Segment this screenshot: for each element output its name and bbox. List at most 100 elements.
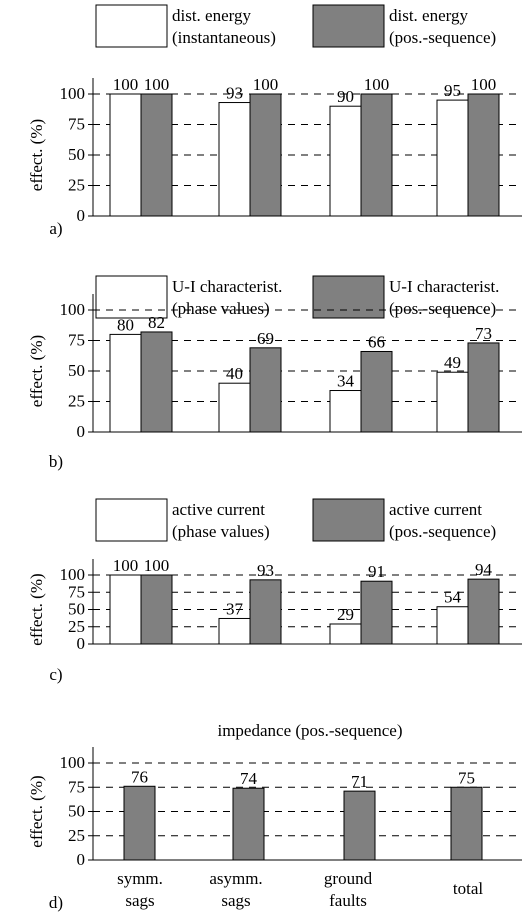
bar <box>467 342 500 433</box>
y-tick-label: 0 <box>77 422 86 441</box>
x-category-label: sags <box>125 891 154 910</box>
y-tick-label: 100 <box>60 753 86 772</box>
y-axis-label: effect. (%) <box>27 335 46 407</box>
bar-value-label: 54 <box>444 588 462 607</box>
bar-value-label: 100 <box>113 75 139 94</box>
y-tick-label: 100 <box>60 300 86 319</box>
bar-value-label: 49 <box>444 353 461 372</box>
x-category-label: faults <box>329 891 367 910</box>
bar-value-label: 40 <box>226 364 243 383</box>
legend-label: (pos.-sequence) <box>389 522 496 541</box>
chart-title: impedance (pos.-sequence) <box>217 721 402 740</box>
bar <box>249 93 282 217</box>
legend-label: (pos.-sequence) <box>389 299 496 318</box>
bar-value-label: 34 <box>337 372 355 391</box>
legend-label: (phase values) <box>172 522 270 541</box>
bar <box>436 99 469 217</box>
legend-label: (pos.-sequence) <box>389 28 496 47</box>
bar <box>450 786 483 861</box>
bar-value-label: 93 <box>257 561 274 580</box>
bar-value-label: 100 <box>364 75 390 94</box>
y-tick-label: 25 <box>68 392 85 411</box>
bar-value-label: 93 <box>226 84 243 103</box>
bar-value-label: 91 <box>368 562 385 581</box>
y-tick-label: 75 <box>68 115 85 134</box>
bar <box>140 93 173 217</box>
bar-value-label: 73 <box>475 324 492 343</box>
y-tick-label: 0 <box>77 634 86 653</box>
bar <box>123 785 156 861</box>
bar-value-label: 100 <box>144 75 170 94</box>
y-tick-label: 75 <box>68 777 85 796</box>
bar-value-label: 29 <box>337 605 354 624</box>
bar <box>109 574 142 645</box>
bar-value-label: 95 <box>444 81 461 100</box>
legend-swatch <box>95 4 168 48</box>
bar <box>329 390 362 433</box>
legend-label: (instantaneous) <box>172 28 276 47</box>
panel-label: d) <box>49 893 63 912</box>
y-tick-label: 75 <box>68 582 85 601</box>
bar <box>232 787 265 861</box>
y-axis-label: effect. (%) <box>27 573 46 645</box>
bar <box>360 93 393 217</box>
panel-label: b) <box>49 452 63 471</box>
y-tick-label: 75 <box>68 331 85 350</box>
y-axis-label: effect. (%) <box>27 119 46 191</box>
bar-value-label: 74 <box>240 769 258 788</box>
x-category-label: total <box>453 879 483 898</box>
bar-value-label: 100 <box>253 75 279 94</box>
y-tick-label: 0 <box>77 850 86 869</box>
bar <box>467 578 500 645</box>
x-category-label: asymm. <box>209 869 262 888</box>
y-tick-label: 50 <box>68 361 85 380</box>
y-tick-label: 0 <box>77 206 86 225</box>
bar <box>109 333 142 433</box>
bar <box>249 347 282 433</box>
bar <box>218 102 251 217</box>
bar <box>140 574 173 645</box>
legend-label: (phase values) <box>172 299 270 318</box>
y-tick-label: 100 <box>60 565 86 584</box>
y-tick-label: 100 <box>60 84 86 103</box>
bar <box>436 371 469 433</box>
legend-swatch <box>312 275 385 319</box>
bar <box>343 790 376 861</box>
bar-value-label: 66 <box>368 332 385 351</box>
y-tick-label: 50 <box>68 600 85 619</box>
bar-value-label: 100 <box>113 556 139 575</box>
y-tick-label: 50 <box>68 145 85 164</box>
bar-value-label: 94 <box>475 560 493 579</box>
bar-value-label: 76 <box>131 767 148 786</box>
bar-value-label: 90 <box>337 87 354 106</box>
bar <box>329 623 362 645</box>
bar-value-label: 69 <box>257 329 274 348</box>
bar-value-label: 80 <box>117 315 134 334</box>
x-category-label: symm. <box>117 869 163 888</box>
bar-value-label: 100 <box>471 75 497 94</box>
bar <box>467 93 500 217</box>
bar <box>329 105 362 217</box>
y-tick-label: 25 <box>68 617 85 636</box>
legend-label: dist. energy <box>172 6 252 25</box>
bar-value-label: 75 <box>458 768 475 787</box>
bar <box>218 617 251 645</box>
x-category-label: sags <box>221 891 250 910</box>
bar <box>218 382 251 433</box>
y-tick-label: 25 <box>68 176 85 195</box>
legend-swatch <box>312 498 385 542</box>
bar-value-label: 71 <box>351 772 368 791</box>
y-tick-label: 50 <box>68 802 85 821</box>
x-category-label: ground <box>324 869 373 888</box>
bar-value-label: 100 <box>144 556 170 575</box>
panel-label: a) <box>49 219 62 238</box>
bar-value-label: 82 <box>148 313 165 332</box>
bar <box>109 93 142 217</box>
legend-label: active current <box>172 500 265 519</box>
bar <box>249 579 282 645</box>
legend-label: U-I characterist. <box>389 277 499 296</box>
legend-swatch <box>95 275 168 319</box>
bar <box>360 580 393 645</box>
legend-label: active current <box>389 500 482 519</box>
